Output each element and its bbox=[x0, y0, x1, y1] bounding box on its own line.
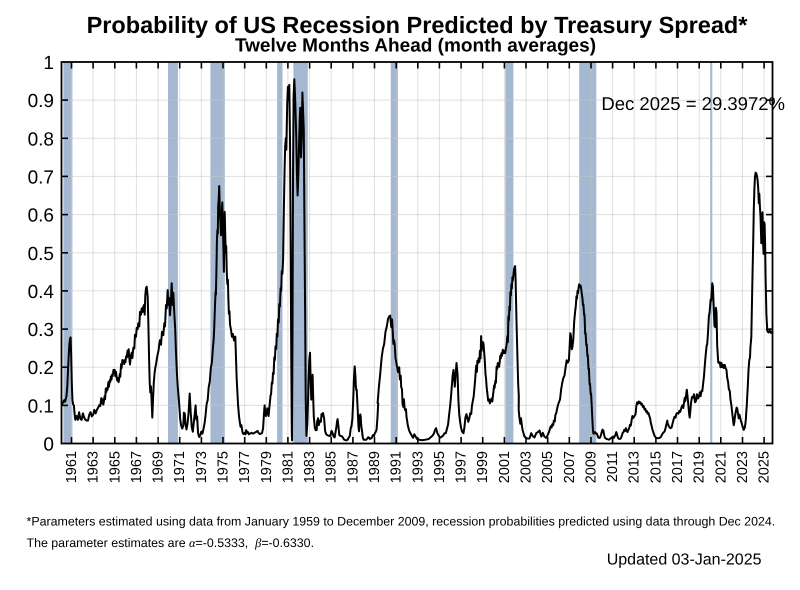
svg-text:2007: 2007 bbox=[562, 451, 578, 483]
svg-text:1971: 1971 bbox=[172, 451, 188, 483]
svg-text:1989: 1989 bbox=[367, 451, 383, 483]
svg-text:0.4: 0.4 bbox=[28, 282, 55, 303]
svg-text:2013: 2013 bbox=[627, 451, 643, 483]
svg-text:1969: 1969 bbox=[151, 451, 167, 483]
svg-text:1965: 1965 bbox=[107, 451, 123, 483]
svg-text:1983: 1983 bbox=[302, 451, 318, 483]
svg-text:Twelve Months Ahead (month ave: Twelve Months Ahead (month averages) bbox=[235, 36, 596, 57]
svg-text:Dec 2025 = 29.3972%: Dec 2025 = 29.3972% bbox=[601, 93, 785, 114]
svg-text:2023: 2023 bbox=[735, 451, 751, 483]
svg-text:2015: 2015 bbox=[648, 451, 664, 483]
svg-text:2021: 2021 bbox=[713, 451, 729, 483]
svg-text:2001: 2001 bbox=[497, 451, 513, 483]
svg-text:1985: 1985 bbox=[324, 451, 340, 483]
svg-text:1975: 1975 bbox=[216, 451, 232, 483]
svg-text:0.7: 0.7 bbox=[28, 167, 54, 188]
svg-text:Probability of US Recession Pr: Probability of US Recession Predicted by… bbox=[87, 12, 749, 38]
svg-text:1979: 1979 bbox=[259, 451, 275, 483]
svg-text:0.2: 0.2 bbox=[28, 358, 54, 379]
svg-text:2025: 2025 bbox=[757, 451, 773, 483]
svg-text:1977: 1977 bbox=[237, 451, 253, 483]
svg-text:1: 1 bbox=[43, 53, 54, 74]
svg-text:1973: 1973 bbox=[194, 451, 210, 483]
svg-text:1967: 1967 bbox=[129, 451, 145, 483]
svg-text:0: 0 bbox=[43, 435, 54, 456]
svg-text:0.9: 0.9 bbox=[28, 91, 54, 112]
svg-text:1961: 1961 bbox=[64, 451, 80, 483]
svg-text:1993: 1993 bbox=[410, 451, 426, 483]
svg-text:1995: 1995 bbox=[432, 451, 448, 483]
svg-text:*Parameters estimated using da: *Parameters estimated using data from Ja… bbox=[27, 515, 776, 529]
svg-text:1997: 1997 bbox=[454, 451, 470, 483]
svg-text:0.8: 0.8 bbox=[28, 129, 54, 150]
svg-text:0.3: 0.3 bbox=[28, 320, 54, 341]
svg-text:0.1: 0.1 bbox=[28, 396, 54, 417]
svg-text:1981: 1981 bbox=[280, 451, 296, 483]
svg-text:1987: 1987 bbox=[345, 451, 361, 483]
svg-text:2005: 2005 bbox=[540, 451, 556, 483]
svg-text:0.6: 0.6 bbox=[28, 206, 54, 227]
svg-text:1963: 1963 bbox=[86, 451, 102, 483]
svg-text:The parameter estimates are α=: The parameter estimates are α=-0.5333, β… bbox=[27, 536, 315, 550]
svg-text:0.5: 0.5 bbox=[28, 244, 54, 265]
svg-text:2019: 2019 bbox=[692, 451, 708, 483]
svg-text:2003: 2003 bbox=[519, 451, 535, 483]
svg-text:2011: 2011 bbox=[605, 451, 621, 482]
svg-text:2009: 2009 bbox=[584, 451, 600, 483]
svg-text:1991: 1991 bbox=[389, 451, 405, 483]
svg-text:1999: 1999 bbox=[475, 451, 491, 483]
svg-text:Updated 03-Jan-2025: Updated 03-Jan-2025 bbox=[607, 552, 762, 569]
svg-text:2017: 2017 bbox=[670, 451, 686, 483]
